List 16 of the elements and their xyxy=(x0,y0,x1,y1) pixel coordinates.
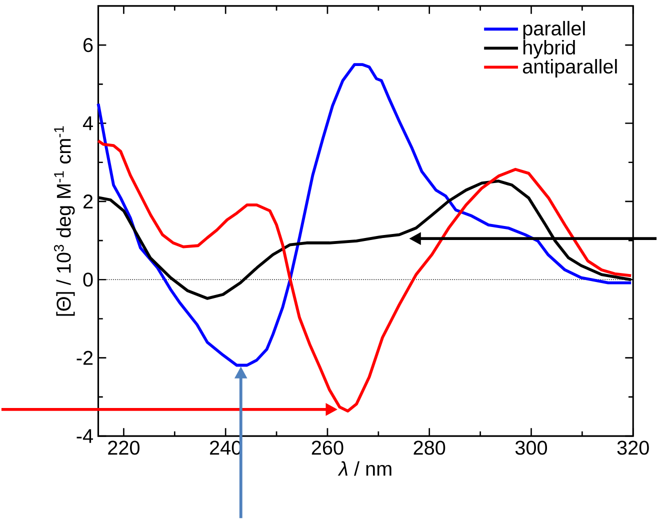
y-tick-label: 6 xyxy=(84,38,93,52)
x-tick-label: 260 xyxy=(312,440,344,455)
y-tick-label: 4 xyxy=(82,116,93,130)
x-tick-label: 300 xyxy=(515,440,548,455)
x-tick-label: 220 xyxy=(108,440,140,455)
y-tick-label: 0 xyxy=(83,272,93,286)
y-tick-label: 2 xyxy=(84,194,93,208)
x-axis-title: λ / nm xyxy=(338,461,392,476)
x-tick-label: 280 xyxy=(414,440,446,455)
y-axis-title: [Θ] / 10$^{3}$ deg M$^{-1}$ cm$^{-1}$ xyxy=(54,126,75,316)
legend-label: hybrid xyxy=(523,40,575,58)
y-tick-label: -2 xyxy=(76,350,93,365)
legend-label: antiparallel xyxy=(522,58,617,78)
y-tick-label: -4 xyxy=(76,428,93,443)
legend-label: parallel xyxy=(523,20,585,40)
x-tick-label: 320 xyxy=(617,440,649,455)
